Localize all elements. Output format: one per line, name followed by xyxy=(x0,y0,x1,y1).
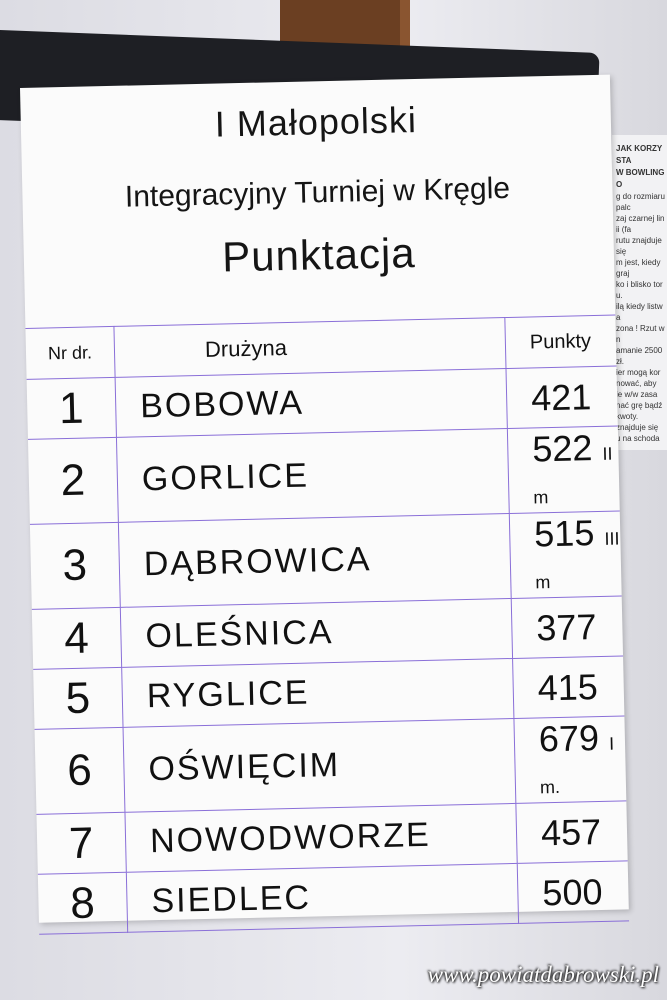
team-number: 5 xyxy=(33,667,124,730)
team-number: 4 xyxy=(31,607,122,670)
notice-line: nować, aby xyxy=(616,379,657,388)
team-points: 522 xyxy=(531,427,593,470)
team-number: 7 xyxy=(36,812,127,875)
team-name: GORLICE xyxy=(116,428,510,523)
team-points-cell: 679 I m. xyxy=(513,715,627,804)
team-number: 8 xyxy=(37,872,128,935)
notice-line: ilą kiedy listwa xyxy=(616,302,663,322)
team-points-cell: 377 xyxy=(511,595,624,659)
team-points: 515 xyxy=(533,512,595,555)
team-points: 377 xyxy=(535,605,597,648)
team-name: OŚWIĘCIM xyxy=(123,718,516,813)
team-number: 6 xyxy=(34,727,125,815)
title-line-3: Punktacja xyxy=(221,229,417,281)
notice-line: rutu znajduje się xyxy=(616,236,662,256)
title-line-1: I Małopolski xyxy=(214,99,418,145)
team-name: RYGLICE xyxy=(121,658,514,728)
flipchart-sheet: I Małopolski Integracyjny Turniej w Kręg… xyxy=(20,74,630,935)
team-name: BOBOWA xyxy=(115,368,508,438)
score-table: Nr dr. Drużyna Punkty 1 BOBOWA 421 2 GORLIC… xyxy=(25,315,630,935)
notice-line: zona ! Rzut w n xyxy=(616,324,665,344)
team-points: 679 xyxy=(538,717,600,760)
header-num: Nr dr. xyxy=(25,326,116,380)
notice-line: kwoty. xyxy=(616,412,639,421)
team-points: 421 xyxy=(530,375,592,418)
team-name: OLEŚNICA xyxy=(120,598,513,668)
table-row: 6 OŚWIĘCIM 679 I m. xyxy=(34,715,627,815)
notice-line: u na schoda xyxy=(616,434,660,443)
team-name: NOWODWORZE xyxy=(124,803,518,873)
notice-line: amanie 2500 zł. xyxy=(616,346,663,366)
notice-line: g do rozmiaru palc xyxy=(616,192,665,212)
team-points: 415 xyxy=(537,665,599,708)
table-row: 2 GORLICE 522 II m xyxy=(27,426,620,525)
notice-line: nać grę bądź xyxy=(616,401,663,410)
notice-line: zaj czarnej linii (fa xyxy=(616,214,665,234)
team-points-cell: 421 xyxy=(505,366,618,429)
team-points-cell: 415 xyxy=(512,655,625,719)
team-number: 3 xyxy=(29,522,121,610)
title-line-2: Integracyjny Turniej w Kręgle xyxy=(124,171,511,214)
notice-heading: W BOWLINGO xyxy=(616,168,665,189)
notice-heading: JAK KORZYSTA xyxy=(616,144,663,165)
header-points: Punkty xyxy=(504,315,617,369)
notice-line: m jest, kiedy graj xyxy=(616,258,661,278)
team-points: 500 xyxy=(541,870,603,913)
team-number: 1 xyxy=(26,377,117,440)
notice-line: ie w/w zasa xyxy=(616,390,658,399)
notice-line: ier mogą kor xyxy=(616,368,661,377)
team-name: DĄBROWICA xyxy=(118,513,512,608)
team-points-cell: 457 xyxy=(515,800,628,864)
header-team: Drużyna xyxy=(113,317,506,378)
team-points-cell: 500 xyxy=(517,860,630,924)
table-row: 8 SIEDLEC 500 xyxy=(37,860,630,935)
team-points-cell: 515 III m xyxy=(509,511,622,599)
watermark: www.powiatdabrowski.pl xyxy=(427,962,659,987)
team-name: SIEDLEC xyxy=(126,863,519,933)
team-number: 2 xyxy=(27,437,119,525)
team-points: 457 xyxy=(540,810,602,853)
notice-line: ko i blisko toru. xyxy=(616,280,663,300)
table-row: 3 DĄBROWICA 515 III m xyxy=(29,511,622,610)
wall-notice: JAK KORZYSTA W BOWLINGO g do rozmiaru pa… xyxy=(612,135,667,450)
notice-line: znajduje się xyxy=(616,423,659,432)
team-points-cell: 522 II m xyxy=(507,426,620,514)
